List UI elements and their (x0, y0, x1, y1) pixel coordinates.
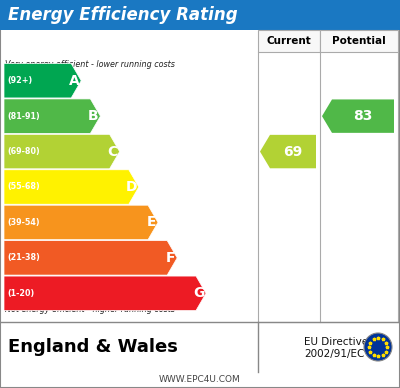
Text: F: F (166, 251, 175, 265)
Text: WWW.EPC4U.COM: WWW.EPC4U.COM (159, 376, 241, 385)
Bar (0, 0, 400, 30)
Text: EU Directive: EU Directive (304, 337, 368, 347)
Text: C: C (108, 145, 118, 159)
Polygon shape (4, 170, 139, 204)
Text: (39-54): (39-54) (7, 218, 40, 227)
Polygon shape (4, 134, 120, 169)
Text: G: G (193, 286, 205, 300)
Bar (320, 30, 398, 52)
Text: (21-38): (21-38) (7, 253, 40, 262)
Text: B: B (88, 109, 99, 123)
Text: Not energy efficient - higher running costs: Not energy efficient - higher running co… (5, 305, 175, 314)
Text: (81-91): (81-91) (7, 112, 40, 121)
Text: 69: 69 (283, 145, 303, 159)
Polygon shape (4, 241, 177, 275)
Text: (55-68): (55-68) (7, 182, 40, 192)
Polygon shape (260, 135, 316, 168)
Text: England & Wales: England & Wales (8, 338, 178, 356)
Text: A: A (69, 74, 80, 88)
Text: (92+): (92+) (7, 76, 32, 85)
Text: D: D (126, 180, 138, 194)
Text: Energy Efficiency Rating: Energy Efficiency Rating (8, 6, 238, 24)
Polygon shape (4, 64, 81, 98)
Polygon shape (322, 99, 394, 133)
Polygon shape (4, 205, 158, 240)
Bar (258, 30, 320, 52)
Text: Current: Current (267, 36, 311, 46)
Text: Potential: Potential (332, 36, 386, 46)
Text: 2002/91/EC: 2002/91/EC (304, 349, 364, 359)
Text: 83: 83 (353, 109, 373, 123)
Text: E: E (146, 215, 156, 229)
Text: Very energy efficient - lower running costs: Very energy efficient - lower running co… (5, 60, 175, 69)
Polygon shape (4, 276, 206, 310)
Text: (69-80): (69-80) (7, 147, 40, 156)
Circle shape (364, 333, 392, 361)
Text: (1-20): (1-20) (7, 289, 34, 298)
Polygon shape (4, 99, 100, 133)
